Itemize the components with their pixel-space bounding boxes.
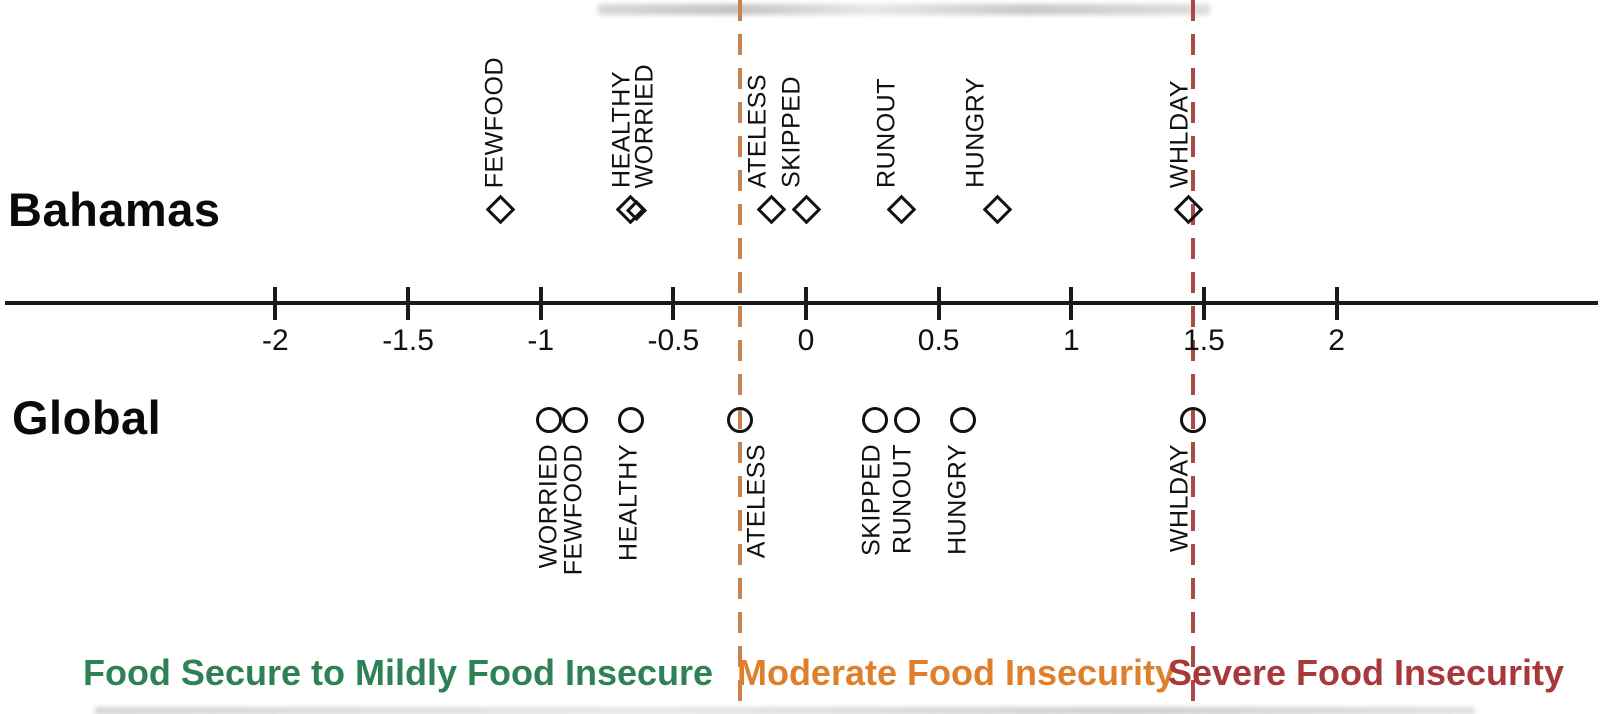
axis-tick-label: 0 <box>797 324 815 357</box>
item-label-bottom: SKIPPED <box>857 444 886 556</box>
cropped-text-artifact-top <box>598 4 1210 15</box>
global-row-label: Global <box>12 391 162 444</box>
axis-tick-label: -0.5 <box>647 324 700 357</box>
axis-tick <box>538 287 543 320</box>
circle-marker <box>893 407 920 433</box>
item-label-bottom: WORRIED <box>534 444 563 569</box>
diamond-marker <box>982 194 1012 225</box>
diamond-marker <box>1173 194 1203 225</box>
diamond-marker <box>791 194 821 225</box>
item-label-top: ATELESS <box>743 73 771 188</box>
diamond-marker <box>486 194 516 225</box>
axis-tick <box>1201 287 1206 320</box>
item-label-top: RUNOUT <box>872 78 900 188</box>
axis-tick-label: -1 <box>527 324 555 357</box>
item-label-bottom: HUNGRY <box>943 444 972 555</box>
axis-tick <box>804 287 808 320</box>
item-label-bottom: ATELESS <box>742 444 771 559</box>
item-label-bottom: WHLDAY <box>1165 444 1194 553</box>
item-label-top: HUNGRY <box>961 77 990 188</box>
x-axis-line <box>5 301 1598 305</box>
axis-tick <box>1334 287 1339 320</box>
axis-tick-label: -2 <box>262 324 289 357</box>
circle-marker <box>562 407 589 433</box>
zone-label: Moderate Food Insecurity <box>736 652 1176 693</box>
bahamas-row-label: Bahamas <box>8 183 221 236</box>
zone-label: Severe Food Insecurity <box>1167 652 1565 693</box>
item-label-bottom: HEALTHY <box>614 444 643 561</box>
diamond-marker <box>886 194 917 225</box>
item-label-top: WHLDAY <box>1165 79 1194 188</box>
axis-tick-label: 0.5 <box>917 324 960 357</box>
axis-tick <box>406 287 411 320</box>
axis-tick <box>936 287 941 320</box>
axis-tick <box>273 287 278 320</box>
circle-marker <box>535 407 562 433</box>
circle-marker <box>726 407 753 433</box>
cropped-text-artifact-bottom <box>95 707 1475 714</box>
axis-tick <box>671 287 676 320</box>
axis-tick-label: -1.5 <box>382 324 434 357</box>
moderate-threshold-line <box>737 0 742 714</box>
axis-tick-label: 2 <box>1328 324 1345 357</box>
circle-marker <box>861 407 888 433</box>
item-label-bottom: FEWFOOD <box>559 444 588 576</box>
axis-tick <box>1069 287 1074 320</box>
item-label-top: WORRIED <box>630 63 659 188</box>
severe-threshold-line <box>1191 0 1196 714</box>
circle-marker <box>617 407 644 433</box>
item-label-top: SKIPPED <box>777 76 806 188</box>
item-label-bottom: RUNOUT <box>888 444 917 554</box>
item-label-top: FEWFOOD <box>480 56 509 188</box>
zone-label: Food Secure to Mildly Food Insecure <box>82 652 714 693</box>
circle-marker <box>1180 407 1207 433</box>
diamond-marker <box>756 194 787 225</box>
axis-tick-label: 1.5 <box>1183 324 1225 357</box>
circle-marker <box>949 407 976 433</box>
axis-tick-label: 1 <box>1062 324 1080 357</box>
